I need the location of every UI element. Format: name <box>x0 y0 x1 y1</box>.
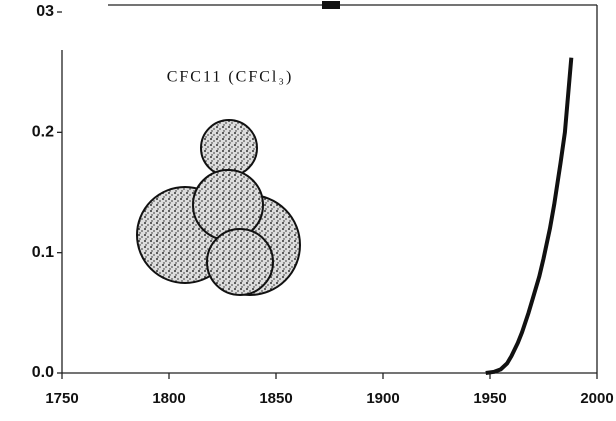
x-tick-label: 1950 <box>473 390 506 407</box>
frame <box>61 1 598 374</box>
x-tick-label: 1800 <box>152 390 185 407</box>
annotation: CFC11 (CFCl₃) <box>167 69 294 86</box>
x-tick-label: 1900 <box>366 390 399 407</box>
data-line <box>485 57 574 375</box>
y-tick-label: 0.2 <box>32 124 54 141</box>
y-tick-label: 0.1 <box>32 244 54 261</box>
y-tick-label: 0.0 <box>32 364 54 381</box>
x-tick-label: 1750 <box>45 390 78 407</box>
x-tick-label: 1850 <box>259 390 292 407</box>
molecule-illustration <box>136 119 301 296</box>
x-tick-label: 2000 <box>580 390 613 407</box>
y-tick-label: 03 <box>36 3 54 20</box>
